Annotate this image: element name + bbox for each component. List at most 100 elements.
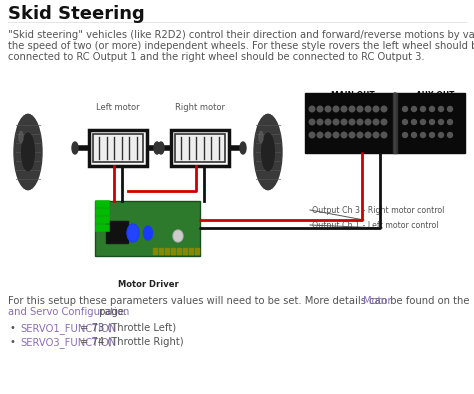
Circle shape <box>357 119 363 125</box>
Circle shape <box>402 132 408 138</box>
Text: Output Ch 1 - Left motor control: Output Ch 1 - Left motor control <box>312 221 438 229</box>
Ellipse shape <box>128 225 138 241</box>
Bar <box>171 247 175 253</box>
Circle shape <box>429 106 435 112</box>
Text: Left motor: Left motor <box>96 103 140 112</box>
Ellipse shape <box>173 230 183 242</box>
Circle shape <box>365 119 371 125</box>
Text: "Skid steering" vehicles (like R2D2) control their direction and forward/reverse: "Skid steering" vehicles (like R2D2) con… <box>8 30 474 40</box>
Circle shape <box>381 132 387 138</box>
Text: SERVO1_FUNCTION: SERVO1_FUNCTION <box>20 323 117 334</box>
Text: 1: 1 <box>378 97 382 102</box>
Circle shape <box>438 106 444 112</box>
Circle shape <box>373 119 379 125</box>
Text: 6: 6 <box>405 97 409 102</box>
Bar <box>95 200 109 207</box>
Text: MAIN OUT: MAIN OUT <box>331 91 375 100</box>
Ellipse shape <box>14 115 42 190</box>
Text: 2: 2 <box>441 97 445 102</box>
Circle shape <box>420 132 426 138</box>
Circle shape <box>349 106 355 112</box>
Text: SERVO3_FUNCTION: SERVO3_FUNCTION <box>20 337 116 348</box>
Circle shape <box>325 119 331 125</box>
Circle shape <box>349 132 355 138</box>
Circle shape <box>447 132 453 138</box>
Ellipse shape <box>16 115 40 190</box>
Bar <box>195 247 199 253</box>
Text: 3: 3 <box>432 97 436 102</box>
Bar <box>305 93 465 153</box>
FancyBboxPatch shape <box>175 134 225 162</box>
Circle shape <box>381 106 387 112</box>
Text: •: • <box>10 323 16 333</box>
Circle shape <box>333 106 339 112</box>
Circle shape <box>438 119 444 125</box>
Circle shape <box>309 132 315 138</box>
Circle shape <box>373 132 379 138</box>
Ellipse shape <box>158 142 164 154</box>
Bar <box>153 247 157 253</box>
Text: For this setup these parameters values will need to be set. More details can be : For this setup these parameters values w… <box>8 296 473 306</box>
Circle shape <box>357 106 363 112</box>
Text: AUX OUT: AUX OUT <box>416 91 454 100</box>
Bar <box>393 93 397 153</box>
Text: 7: 7 <box>324 97 328 102</box>
Circle shape <box>402 119 408 125</box>
Text: 1: 1 <box>450 97 454 102</box>
Bar <box>106 221 128 243</box>
Circle shape <box>309 106 315 112</box>
Text: Output Ch 3 - Right motor control: Output Ch 3 - Right motor control <box>312 206 444 214</box>
Circle shape <box>333 132 339 138</box>
Bar <box>95 208 109 215</box>
Ellipse shape <box>259 131 263 143</box>
Text: 6: 6 <box>333 97 337 102</box>
Ellipse shape <box>17 115 39 190</box>
Text: 4: 4 <box>423 97 427 102</box>
Text: Skid Steering: Skid Steering <box>8 5 145 23</box>
Bar <box>95 224 109 231</box>
Ellipse shape <box>254 115 282 190</box>
Text: 5: 5 <box>414 97 418 102</box>
Circle shape <box>411 119 417 125</box>
Ellipse shape <box>255 115 281 190</box>
Circle shape <box>341 119 347 125</box>
Ellipse shape <box>144 226 153 240</box>
Text: = 74 (Throttle Right): = 74 (Throttle Right) <box>77 337 184 347</box>
Circle shape <box>325 106 331 112</box>
Ellipse shape <box>257 115 279 190</box>
Bar <box>183 247 187 253</box>
Circle shape <box>317 106 323 112</box>
Circle shape <box>411 132 417 138</box>
Circle shape <box>420 106 426 112</box>
Circle shape <box>429 119 435 125</box>
Text: 8: 8 <box>315 97 319 102</box>
Circle shape <box>349 119 355 125</box>
Circle shape <box>429 132 435 138</box>
Text: •: • <box>10 337 16 347</box>
Ellipse shape <box>19 131 23 143</box>
Bar <box>0 62 474 285</box>
Circle shape <box>402 106 408 112</box>
Circle shape <box>357 132 363 138</box>
Circle shape <box>341 106 347 112</box>
FancyBboxPatch shape <box>89 130 147 166</box>
Text: connected to RC Output 1 and the right wheel should be connected to RC Output 3.: connected to RC Output 1 and the right w… <box>8 52 425 62</box>
Circle shape <box>333 119 339 125</box>
FancyBboxPatch shape <box>93 134 143 162</box>
Ellipse shape <box>262 133 274 171</box>
Ellipse shape <box>22 133 34 171</box>
Circle shape <box>420 119 426 125</box>
Text: = 73 (Throttle Left): = 73 (Throttle Left) <box>77 323 176 333</box>
Bar <box>106 221 128 243</box>
Text: 2: 2 <box>369 97 373 102</box>
Text: Right motor: Right motor <box>175 103 225 112</box>
Ellipse shape <box>240 142 246 154</box>
Ellipse shape <box>72 142 78 154</box>
Bar <box>189 247 193 253</box>
Circle shape <box>411 106 417 112</box>
Text: the speed of two (or more) independent wheels. For these style rovers the left w: the speed of two (or more) independent w… <box>8 41 474 51</box>
Bar <box>95 216 109 223</box>
Bar <box>177 247 181 253</box>
Text: 5: 5 <box>342 97 346 102</box>
Text: Motor: Motor <box>363 296 392 306</box>
